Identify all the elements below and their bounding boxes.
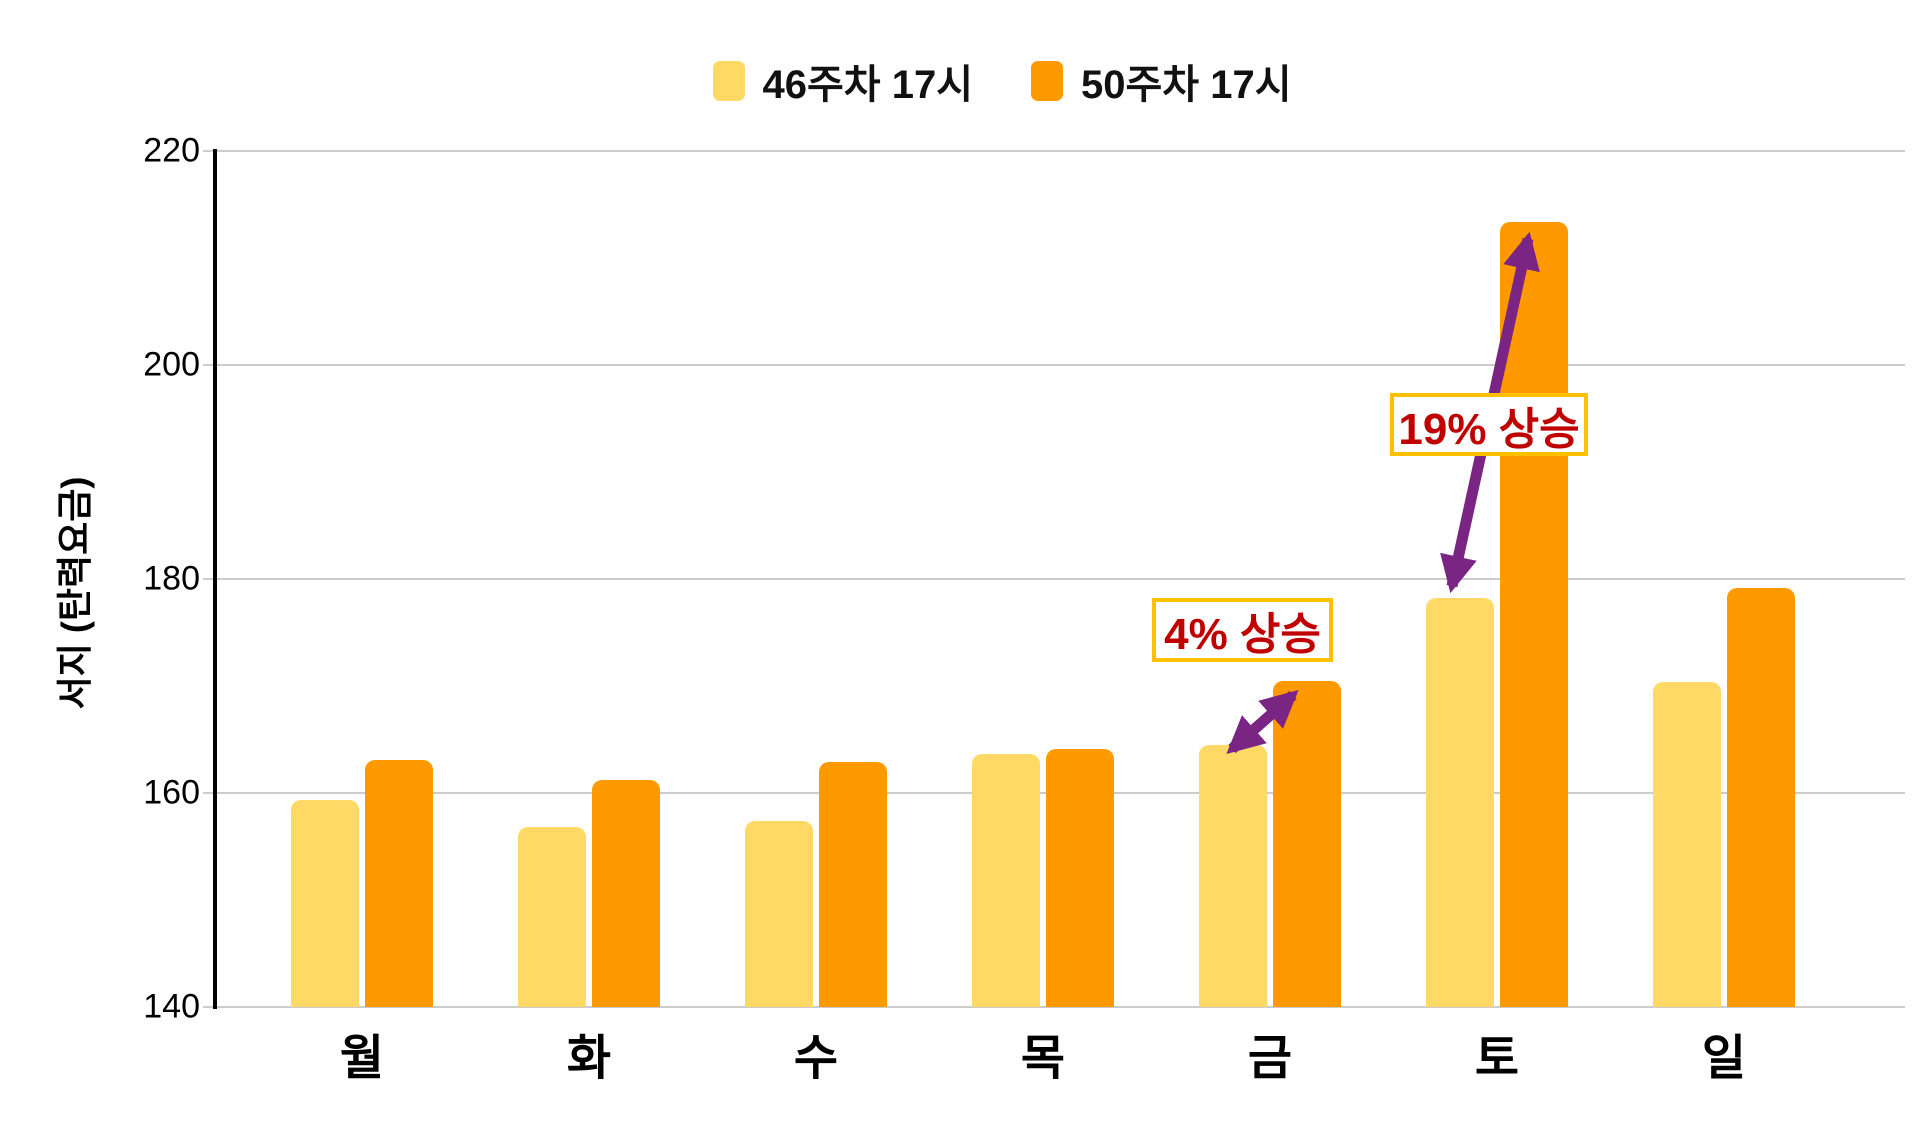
y-tick-160: 160: [143, 773, 200, 812]
legend-swatch-week50: [1031, 61, 1063, 101]
gridline-180: [203, 578, 1905, 580]
x-label-화: 화: [566, 1032, 612, 1085]
bar-50주차 17시-금: [1273, 680, 1341, 1007]
y-axis-line: [213, 149, 217, 1009]
gridline-140: [203, 1006, 1905, 1008]
bar-50주차 17시-일: [1727, 587, 1795, 1007]
bar-46주차 17시-화: [518, 827, 586, 1007]
y-tick-180: 180: [143, 559, 200, 598]
legend-item-week50: 50주차 17시: [1031, 52, 1292, 110]
y-tick-220: 220: [143, 131, 200, 170]
legend-label-week46: 46주차 17시: [762, 63, 974, 107]
x-label-금: 금: [1247, 1032, 1293, 1085]
bar-46주차 17시-수: [745, 820, 813, 1007]
y-tick-200: 200: [143, 345, 200, 384]
bar-46주차 17시-금: [1199, 744, 1267, 1007]
bar-46주차 17시-토: [1426, 598, 1494, 1007]
y-tick-140: 140: [143, 987, 200, 1026]
legend-label-week50: 50주차 17시: [1081, 63, 1292, 107]
x-label-토: 토: [1474, 1032, 1520, 1085]
bar-46주차 17시-일: [1653, 681, 1721, 1007]
annotation-19-percent: 19% 상승: [1390, 393, 1588, 456]
bar-50주차 17시-수: [819, 761, 887, 1007]
legend-item-week46: 46주차 17시: [712, 52, 974, 110]
bar-50주차 17시-월: [365, 759, 433, 1007]
legend-swatch-week46: [712, 61, 745, 101]
x-label-수: 수: [793, 1032, 839, 1085]
bar-50주차 17시-목: [1046, 749, 1114, 1007]
gridline-220: [203, 150, 1905, 152]
annotation-4-percent: 4% 상승: [1152, 598, 1333, 662]
bar-50주차 17시-화: [592, 780, 660, 1007]
bar-46주차 17시-목: [972, 754, 1040, 1007]
legend: 46주차 17시 50주차 17시: [40, 52, 1924, 110]
x-label-목: 목: [1020, 1032, 1066, 1085]
x-label-월: 월: [339, 1032, 385, 1085]
gridline-200: [203, 364, 1905, 366]
x-label-일: 일: [1701, 1032, 1747, 1085]
bar-46주차 17시-월: [291, 800, 359, 1007]
bar-50주차 17시-토: [1500, 221, 1568, 1007]
